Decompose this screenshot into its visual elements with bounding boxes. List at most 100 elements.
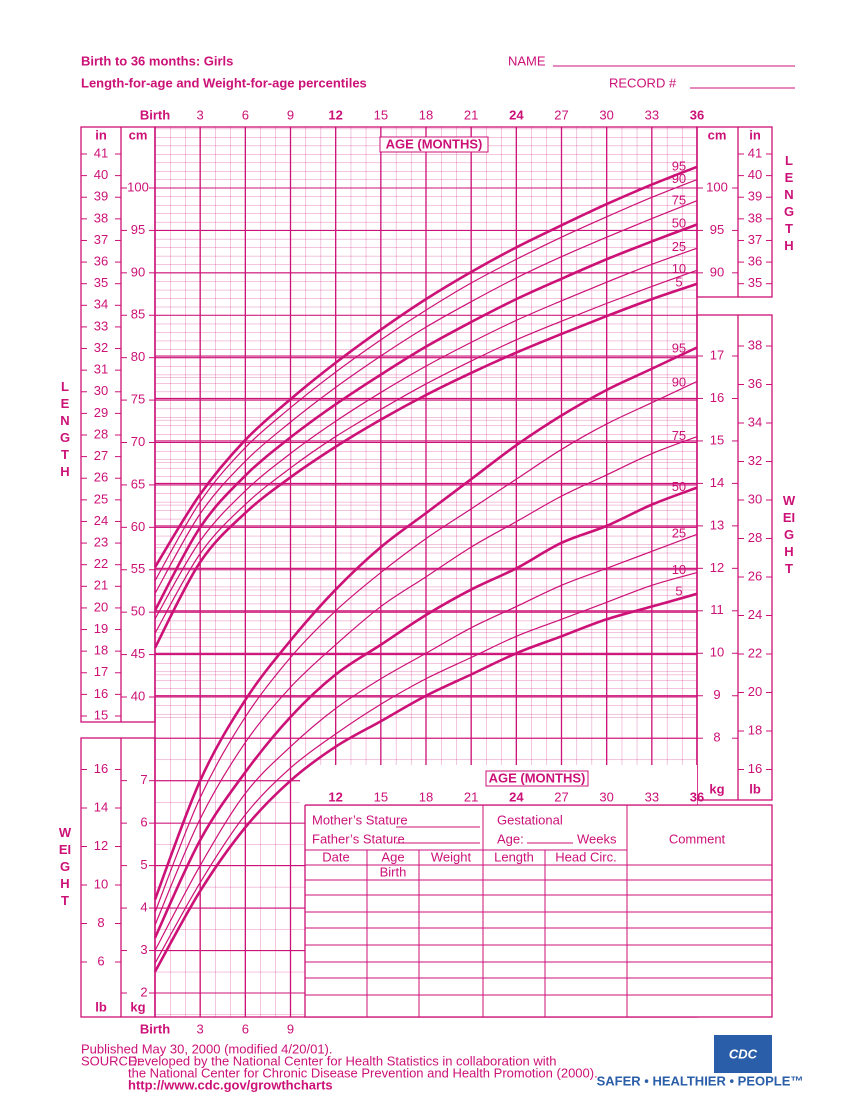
x-tick-label: 18	[419, 107, 433, 122]
y-tick-label: 19	[94, 621, 108, 636]
x-tick-label: 30	[599, 789, 613, 804]
table-label: Gestational	[497, 812, 563, 827]
percentile-label: 50	[672, 479, 686, 494]
percentile-curve	[154, 572, 698, 964]
y-tick-label: 38	[94, 210, 108, 225]
published: Published May 30, 2000 (modified 4/20/01…	[81, 1041, 333, 1056]
y-tick-label: 55	[131, 561, 145, 576]
percentile-curve	[153, 282, 698, 649]
y-tick-label: 15	[94, 707, 108, 722]
y-tick-label: 32	[94, 340, 108, 355]
axis-title: LENGTH	[59, 379, 71, 479]
y-tick-label: 32	[748, 453, 762, 468]
y-tick-label: 45	[131, 646, 145, 661]
y-tick-label: 20	[748, 684, 762, 699]
y-tick-label: 30	[748, 491, 762, 506]
y-tick-label: 12	[94, 838, 108, 853]
y-tick-label: 26	[748, 568, 762, 583]
source: Developed by the National Center for Hea…	[128, 1053, 557, 1068]
y-tick-label: 37	[748, 232, 762, 247]
y-tick-label: 31	[94, 362, 108, 377]
table-header: Weight	[431, 849, 472, 864]
percentile-label: 90	[672, 374, 686, 389]
unit-label: kg	[130, 999, 145, 1014]
percentile-label: 5	[675, 274, 682, 289]
y-tick-label: 60	[131, 519, 145, 534]
y-tick-label: 17	[94, 664, 108, 679]
y-tick-label: 23	[94, 535, 108, 550]
record-label: RECORD #	[609, 75, 677, 90]
table-cell: Birth	[380, 864, 407, 879]
x-tick-label: 36	[690, 789, 704, 804]
x-tick-label: 24	[509, 789, 524, 804]
x-tick-label: Birth	[140, 107, 170, 122]
source-label: SOURCE:	[81, 1053, 140, 1068]
y-tick-label: 30	[94, 383, 108, 398]
logo: CDC	[729, 1046, 758, 1061]
title: Birth to 36 months: Girls	[81, 53, 233, 68]
x-tick-label: 12	[328, 107, 342, 122]
y-tick-label: 34	[748, 414, 762, 429]
unit-label: lb	[749, 781, 761, 796]
y-tick-label: 100	[127, 179, 149, 194]
y-tick-label: 90	[710, 264, 724, 279]
frames	[80, 65, 795, 1018]
table-header: Date	[322, 849, 349, 864]
percentile-curve	[154, 178, 698, 582]
y-tick-label: 40	[131, 688, 145, 703]
x-tick-label: 33	[645, 789, 659, 804]
x-tick-label: 15	[374, 789, 388, 804]
axis-title: WEIGHT	[58, 825, 72, 908]
percentile-curve	[153, 165, 698, 568]
y-tick-label: 14	[94, 799, 108, 814]
percentile-curve	[153, 486, 698, 939]
x-tick-label: 21	[464, 107, 478, 122]
y-tick-label: 6	[140, 815, 147, 830]
y-tick-label: 70	[131, 434, 145, 449]
y-tick-label: 41	[94, 145, 108, 160]
y-tick-label: 85	[131, 307, 145, 322]
x-tick-label: 33	[645, 107, 659, 122]
y-tick-label: 24	[94, 513, 108, 528]
y-tick-label: 80	[131, 349, 145, 364]
x-tick-label: 15	[374, 107, 388, 122]
y-tick-label: 16	[94, 686, 108, 701]
y-tick-label: 20	[94, 599, 108, 614]
y-tick-label: 2	[140, 984, 147, 999]
percentile-label: 25	[672, 239, 686, 254]
y-tick-label: 28	[94, 426, 108, 441]
x-tick-label: 3	[197, 1021, 204, 1036]
table-header: Head Circ.	[555, 849, 616, 864]
x-tick-label: Birth	[140, 1021, 170, 1036]
axis-title: WEIGHT	[782, 493, 796, 576]
percentile-label: 10	[672, 261, 686, 276]
percentile-label: 50	[672, 216, 686, 231]
y-tick-label: 18	[94, 643, 108, 658]
x-tick-label: 3	[197, 107, 204, 122]
table-label: Weeks	[577, 831, 617, 846]
y-tick-label: 16	[710, 390, 724, 405]
unit-label: cm	[708, 127, 727, 142]
source: the National Center for Chronic Disease …	[128, 1065, 598, 1080]
y-tick-label: 5	[140, 857, 147, 872]
y-tick-label: 28	[748, 530, 762, 545]
y-tick-label: 16	[94, 761, 108, 776]
percentile-label: 10	[672, 562, 686, 577]
table-label: Comment	[669, 831, 726, 846]
y-tick-label: 11	[710, 602, 724, 617]
y-tick-label: 10	[710, 645, 724, 660]
x-tick-label: 30	[599, 107, 613, 122]
percentile-curve	[154, 247, 698, 620]
percentile-label: 75	[672, 428, 686, 443]
x-tick-label: 21	[464, 789, 478, 804]
y-tick-label: 35	[748, 275, 762, 290]
url: http://www.cdc.gov/growthcharts	[128, 1077, 333, 1092]
y-tick-label: 18	[748, 722, 762, 737]
y-tick-label: 36	[748, 254, 762, 269]
x-axis-label: AGE (MONTHS)	[386, 136, 483, 151]
table-header: Age	[381, 849, 404, 864]
x-tick-label: 27	[554, 107, 568, 122]
y-tick-label: 22	[748, 645, 762, 660]
y-tick-label: 12	[710, 560, 724, 575]
unit-label: in	[95, 127, 107, 142]
